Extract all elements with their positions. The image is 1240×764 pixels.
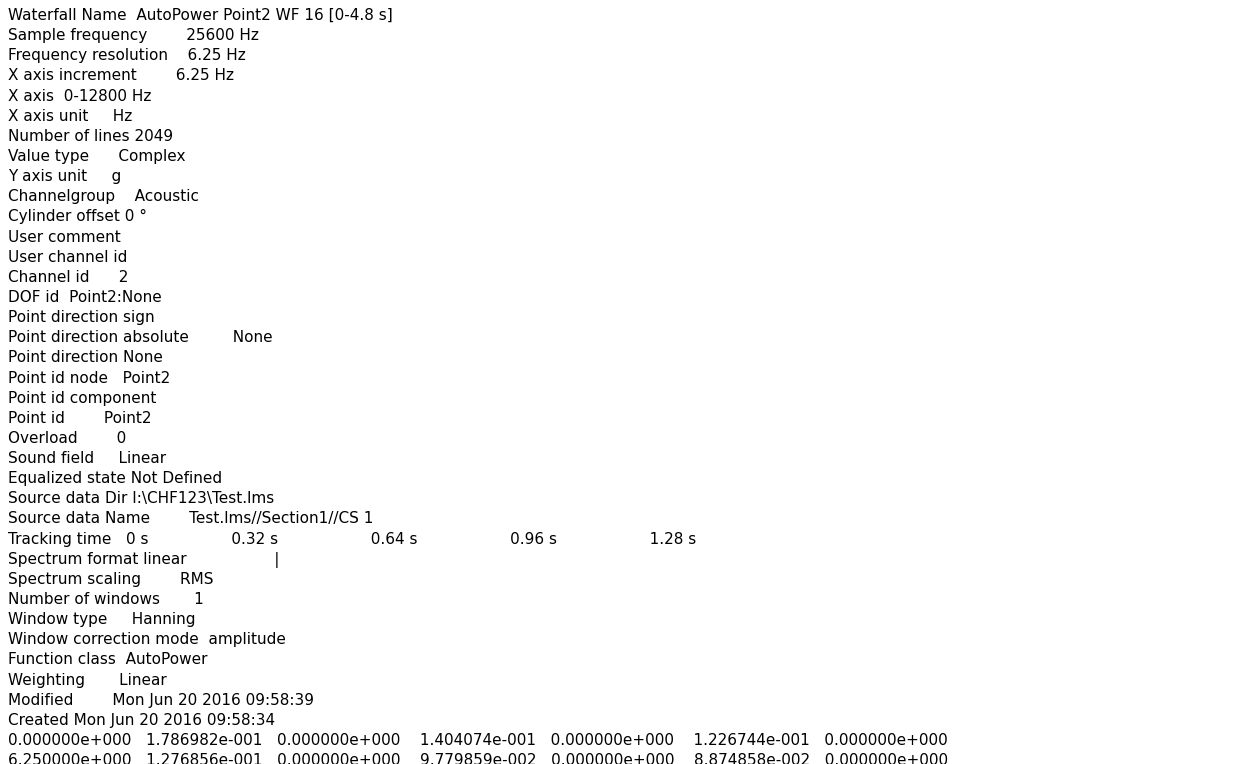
Text: Window correction mode  amplitude: Window correction mode amplitude [7, 633, 286, 647]
Text: Channel id      2: Channel id 2 [7, 270, 129, 285]
Text: Waterfall Name  AutoPower Point2 WF 16 [0-4.8 s]: Waterfall Name AutoPower Point2 WF 16 [0… [7, 8, 393, 23]
Text: Equalized state Not Defined: Equalized state Not Defined [7, 471, 222, 486]
Text: Tracking time   0 s                 0.32 s                   0.64 s             : Tracking time 0 s 0.32 s 0.64 s [7, 532, 696, 546]
Text: Sound field     Linear: Sound field Linear [7, 451, 166, 466]
Text: DOF id  Point2:None: DOF id Point2:None [7, 290, 161, 305]
Text: Y axis unit     g: Y axis unit g [7, 169, 122, 184]
Text: Number of lines 2049: Number of lines 2049 [7, 129, 174, 144]
Text: Source data Dir I:\CHF123\Test.lms: Source data Dir I:\CHF123\Test.lms [7, 491, 274, 507]
Text: X axis unit     Hz: X axis unit Hz [7, 108, 133, 124]
Text: Value type      Complex: Value type Complex [7, 149, 186, 164]
Text: X axis increment        6.25 Hz: X axis increment 6.25 Hz [7, 69, 234, 83]
Text: Point direction None: Point direction None [7, 351, 162, 365]
Text: Point id node   Point2: Point id node Point2 [7, 371, 170, 386]
Text: 6.250000e+000   1.276856e-001   0.000000e+000    9.779859e-002   0.000000e+000  : 6.250000e+000 1.276856e-001 0.000000e+00… [7, 753, 949, 764]
Text: Point direction absolute         None: Point direction absolute None [7, 330, 273, 345]
Text: Modified        Mon Jun 20 2016 09:58:39: Modified Mon Jun 20 2016 09:58:39 [7, 693, 314, 707]
Text: Window type     Hanning: Window type Hanning [7, 612, 196, 627]
Text: Spectrum format linear                  |: Spectrum format linear | [7, 552, 279, 568]
Text: Frequency resolution    6.25 Hz: Frequency resolution 6.25 Hz [7, 48, 246, 63]
Text: Sample frequency        25600 Hz: Sample frequency 25600 Hz [7, 28, 259, 43]
Text: Number of windows       1: Number of windows 1 [7, 592, 203, 607]
Text: Spectrum scaling        RMS: Spectrum scaling RMS [7, 572, 213, 587]
Text: User channel id: User channel id [7, 250, 128, 264]
Text: User comment: User comment [7, 229, 120, 244]
Text: Overload        0: Overload 0 [7, 431, 126, 446]
Text: Point id        Point2: Point id Point2 [7, 411, 151, 426]
Text: Point id component: Point id component [7, 390, 156, 406]
Text: Created Mon Jun 20 2016 09:58:34: Created Mon Jun 20 2016 09:58:34 [7, 713, 275, 728]
Text: X axis  0-12800 Hz: X axis 0-12800 Hz [7, 89, 151, 104]
Text: Point direction sign: Point direction sign [7, 310, 155, 325]
Text: 0.000000e+000   1.786982e-001   0.000000e+000    1.404074e-001   0.000000e+000  : 0.000000e+000 1.786982e-001 0.000000e+00… [7, 733, 947, 748]
Text: Source data Name        Test.lms//Section1//CS 1: Source data Name Test.lms//Section1//CS … [7, 511, 373, 526]
Text: Cylinder offset 0 °: Cylinder offset 0 ° [7, 209, 148, 225]
Text: Channelgroup    Acoustic: Channelgroup Acoustic [7, 189, 198, 204]
Text: Weighting       Linear: Weighting Linear [7, 672, 166, 688]
Text: Function class  AutoPower: Function class AutoPower [7, 652, 207, 668]
